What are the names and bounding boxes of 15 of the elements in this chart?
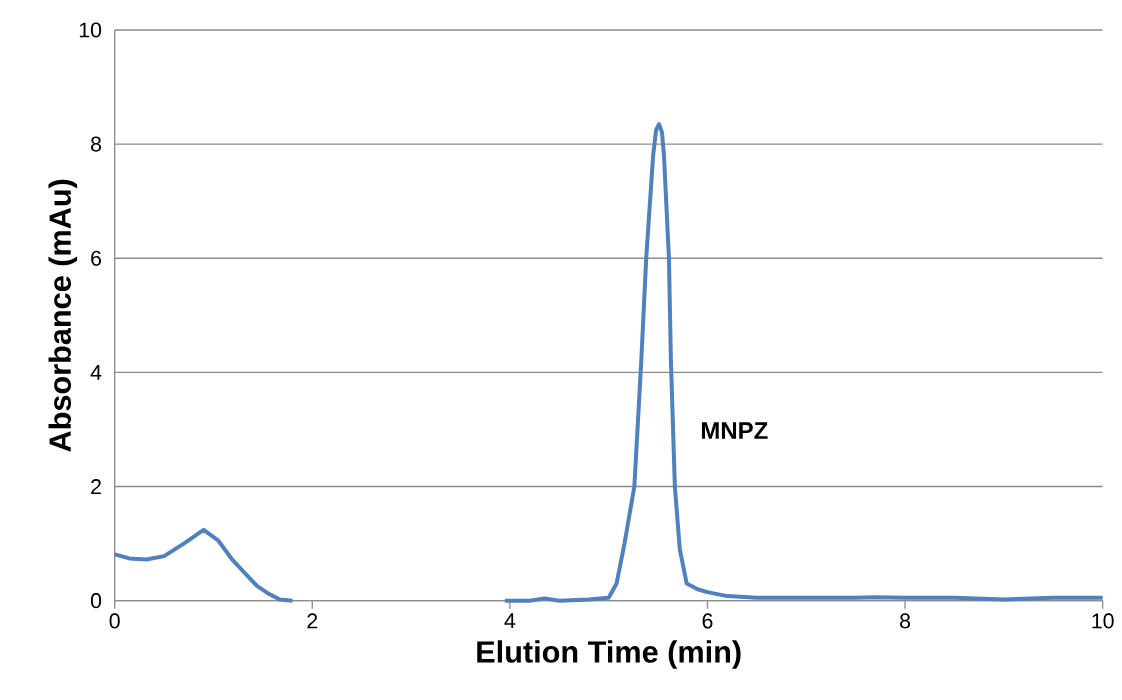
x-tick-label: 4 xyxy=(504,613,516,629)
x-tick-label: 8 xyxy=(900,613,911,629)
y-tick-label: 8 xyxy=(91,136,102,152)
y-tick-label: 0 xyxy=(90,593,102,609)
x-tick-label: 0 xyxy=(109,613,120,629)
y-tick-label: 10 xyxy=(79,22,102,38)
x-tick-label: 6 xyxy=(702,613,713,629)
annotation: MNPZ xyxy=(701,422,768,439)
x-axis-title: Elution Time (min) xyxy=(477,640,741,669)
y-axis-title: Absorbance (mAu) xyxy=(48,179,78,452)
x-tick-label: 10 xyxy=(1092,613,1114,629)
y-tick-label: 2 xyxy=(91,479,101,494)
y-tick-label: 6 xyxy=(91,250,102,266)
y-tick-label: 4 xyxy=(90,365,102,380)
x-tick-label: 2 xyxy=(307,613,318,629)
